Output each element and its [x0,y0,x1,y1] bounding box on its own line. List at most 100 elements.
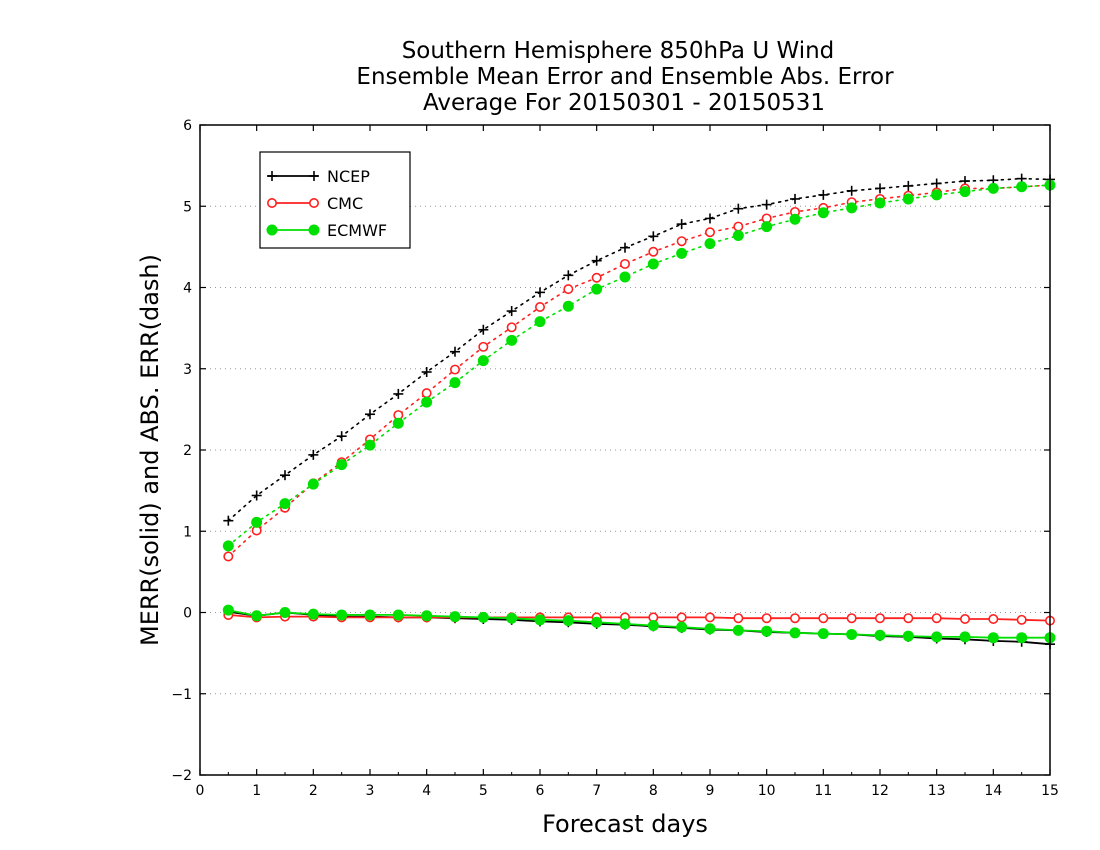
cmc-mean-err-point [874,613,885,624]
ecmwf-abs-err-point [392,417,404,429]
ecmwf-mean-err-point [222,604,234,616]
ecmwf-abs-err-line [227,184,1051,547]
legend-marker-cmc [308,198,319,209]
ecmwf-abs-err-point [279,498,291,510]
ncep-abs-err-point [393,388,404,399]
ncep-abs-err-point [903,180,914,191]
x-tick-label: 15 [1041,783,1059,799]
ecmwf-mean-err-point [477,611,489,623]
ncep-abs-err-point [676,219,687,230]
y-tick-label: 3 [183,362,192,378]
ecmwf-abs-err-point [704,238,716,250]
ecmwf-abs-err-point [307,478,319,490]
cmc-mean-err-point [733,613,744,624]
ncep-abs-err-point [620,242,630,253]
ncep-abs-err-point [450,346,460,357]
plot-frame [199,124,1051,776]
ecmwf-mean-err-point [506,612,518,624]
y-tick-label: 1 [183,524,192,540]
ecmwf-mean-err-point [704,623,716,635]
cmc-mean-err-point [931,613,942,624]
cmc-abs-err-point [223,551,234,562]
ecmwf-abs-err-point [222,540,234,552]
ecmwf-abs-err-point [647,258,659,270]
legend-marker-ecmwf [308,224,320,236]
ecmwf-mean-err-point [307,608,319,620]
legend-marker-ncep [267,171,277,181]
ecmwf-mean-err-point [619,618,631,630]
cmc-abs-err-point [478,341,489,352]
ecmwf-mean-err-point [336,609,348,621]
ncep-abs-err-point [818,189,829,200]
cmc-mean-err-point [959,613,970,624]
cmc-abs-err-point [648,246,659,257]
legend-label-cmc: CMC [327,194,363,213]
ecmwf-abs-err-point [477,355,489,367]
ecmwf-mean-err-point [931,631,943,643]
ecmwf-abs-err-point [364,439,376,451]
cmc-mean-err-point [676,612,687,623]
cmc-mean-err-point [818,613,829,624]
x-tick-label: 6 [536,783,545,799]
ecmwf-mean-err-line [227,609,1051,639]
x-tick-label: 13 [928,783,946,799]
ncep-abs-err-point [478,324,489,335]
ecmwf-abs-err-point [846,202,858,214]
ecmwf-mean-err-point [732,624,744,636]
ecmwf-mean-err-point [364,609,376,621]
ecmwf-abs-err-point [591,283,603,295]
ecmwf-abs-err-point [959,186,971,198]
ecmwf-abs-err-point [421,396,433,408]
ecmwf-abs-err-point [449,377,461,389]
ecmwf-abs-err-point [874,197,886,209]
ecmwf-abs-err-point [987,182,999,194]
x-tick-label: 4 [422,783,431,799]
x-tick-label: 9 [706,783,715,799]
y-tick-label: 5 [183,199,192,215]
ecmwf-abs-err-point [761,221,773,233]
ecmwf-abs-err-point [789,213,801,225]
ecmwf-mean-err-point [562,615,574,627]
ecmwf-abs-err-point [1016,181,1028,193]
legend-box [259,151,411,249]
ecmwf-mean-err-point [817,628,829,640]
ecmwf-mean-err-point [846,628,858,640]
ecmwf-abs-err-point [619,271,631,283]
ecmwf-mean-err-point [392,609,404,621]
ecmwf-abs-err-point [534,316,546,328]
ncep-abs-err-point [280,470,290,481]
legend-marker-ncep [309,171,319,181]
cmc-abs-err-point [421,388,432,399]
ncep-abs-err-point [563,270,574,281]
chart-title-line-3: Average For 20150301 - 20150531 [423,90,825,116]
x-tick-label: 2 [309,783,318,799]
x-tick-label: 10 [758,783,776,799]
ecmwf-mean-err-point [449,611,461,623]
legend-marker-ecmwf [266,224,278,236]
chart-title: Southern Hemisphere 850hPa U Wind Ensemb… [356,38,894,116]
ncep-abs-err-point [535,287,545,298]
ecmwf-abs-err-point [817,207,829,219]
y-tick-label: −1 [171,687,192,703]
ecmwf-abs-err-point [506,334,518,346]
cmc-abs-err-point [676,236,687,247]
legend-label-ncep: NCEP [327,167,370,186]
y-tick-label: 2 [183,443,192,459]
ecmwf-mean-err-point [902,630,914,642]
ecmwf-mean-err-point [251,610,263,622]
ncep-abs-err-point [223,515,234,526]
ecmwf-abs-err-point [336,459,348,471]
ecmwf-abs-err-point [931,189,943,201]
cmc-mean-err-point [903,613,914,624]
ncep-abs-err-point [733,203,744,214]
y-tick-label: 0 [183,606,192,622]
ecmwf-mean-err-point [761,625,773,637]
cmc-mean-err-point [988,613,999,624]
y-tick-label: 6 [183,118,192,134]
ecmwf-mean-err-point [534,614,546,626]
x-tick-label: 5 [479,783,488,799]
y-tick-label: 4 [183,281,192,297]
ecmwf-mean-err-point [676,621,688,633]
legend: NCEP CMC ECMWF [259,151,411,249]
